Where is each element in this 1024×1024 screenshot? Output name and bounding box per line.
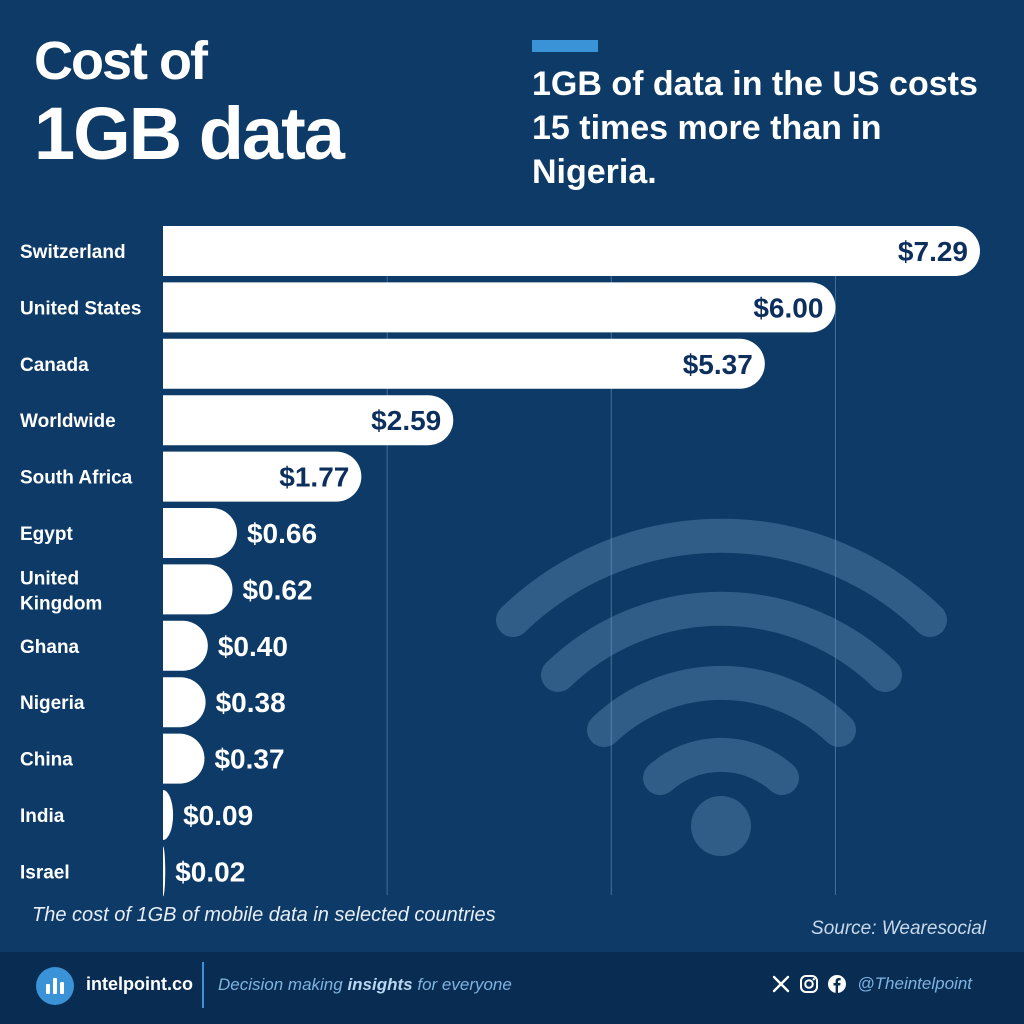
bar-china: [163, 733, 205, 784]
chart-caption: The cost of 1GB of mobile data in select…: [32, 904, 496, 926]
bar-israel: [163, 846, 166, 897]
bar-south-africa: [163, 451, 362, 502]
category-label: China: [20, 750, 73, 771]
bar-united-kingdom: [163, 564, 233, 615]
value-label: $0.62: [242, 574, 312, 605]
footer-divider: [202, 962, 204, 1008]
bar-chart: Switzerland $7.29 United States $6.00 Canada…: [20, 226, 980, 897]
category-label: India: [20, 806, 65, 827]
source-note: Source: Wearesocial: [811, 918, 986, 939]
value-label: $6.00: [753, 292, 823, 323]
bar-nigeria: [163, 677, 206, 728]
brand-link[interactable]: intelpoint.co: [86, 974, 193, 994]
subtitle: 1GB of data in the US costs 15 times mor…: [532, 65, 978, 191]
value-label: $0.38: [216, 687, 286, 718]
tagline-pre: Decision making: [218, 975, 348, 994]
bar-worldwide: [163, 395, 454, 446]
category-label: United Kingdom: [20, 568, 102, 614]
social-handle[interactable]: @Theintelpoint: [857, 974, 972, 993]
category-label: Nigeria: [20, 693, 85, 714]
facebook-icon[interactable]: [827, 974, 847, 994]
category-label: South Africa: [20, 468, 133, 489]
title-line-2: 1GB data: [34, 92, 345, 175]
bar-ghana: [163, 620, 208, 671]
category-label: Israel: [20, 862, 70, 883]
tagline: Decision making insights for everyone: [218, 975, 512, 995]
bar-egypt: [163, 508, 237, 558]
title-line-1: Cost of: [34, 31, 208, 91]
bar-switzerland: [163, 226, 980, 276]
wifi-icon: [496, 518, 947, 856]
category-label: Ghana: [20, 637, 80, 658]
value-label: $1.77: [279, 462, 349, 493]
bar-canada: [163, 338, 765, 389]
accent-bar: [532, 40, 598, 52]
bar-united-states: [163, 282, 836, 333]
value-label: $2.59: [371, 405, 441, 436]
social-links: @Theintelpoint: [771, 974, 972, 994]
value-label: $0.40: [218, 631, 288, 662]
value-label: $0.66: [247, 518, 317, 549]
category-label: Switzerland: [20, 242, 126, 263]
page-title: Cost of 1GB data: [34, 30, 345, 176]
category-label: Canada: [20, 355, 89, 376]
category-label: United States: [20, 298, 141, 319]
instagram-icon[interactable]: [799, 974, 819, 994]
x-icon[interactable]: [771, 974, 791, 994]
value-label: $7.29: [898, 236, 968, 267]
value-label: $0.37: [214, 744, 284, 775]
tagline-post: for everyone: [412, 975, 512, 994]
category-label: Egypt: [20, 524, 73, 545]
intelpoint-logo-icon[interactable]: [36, 967, 74, 1005]
bar-india: [163, 790, 174, 840]
value-label: $0.09: [183, 800, 253, 831]
value-label: $0.02: [175, 856, 245, 887]
value-label: $5.37: [683, 349, 753, 380]
category-label: Worldwide: [20, 411, 116, 432]
tagline-bold: insights: [347, 975, 413, 994]
footer: intelpoint.co Decision making insights f…: [0, 952, 1024, 1024]
